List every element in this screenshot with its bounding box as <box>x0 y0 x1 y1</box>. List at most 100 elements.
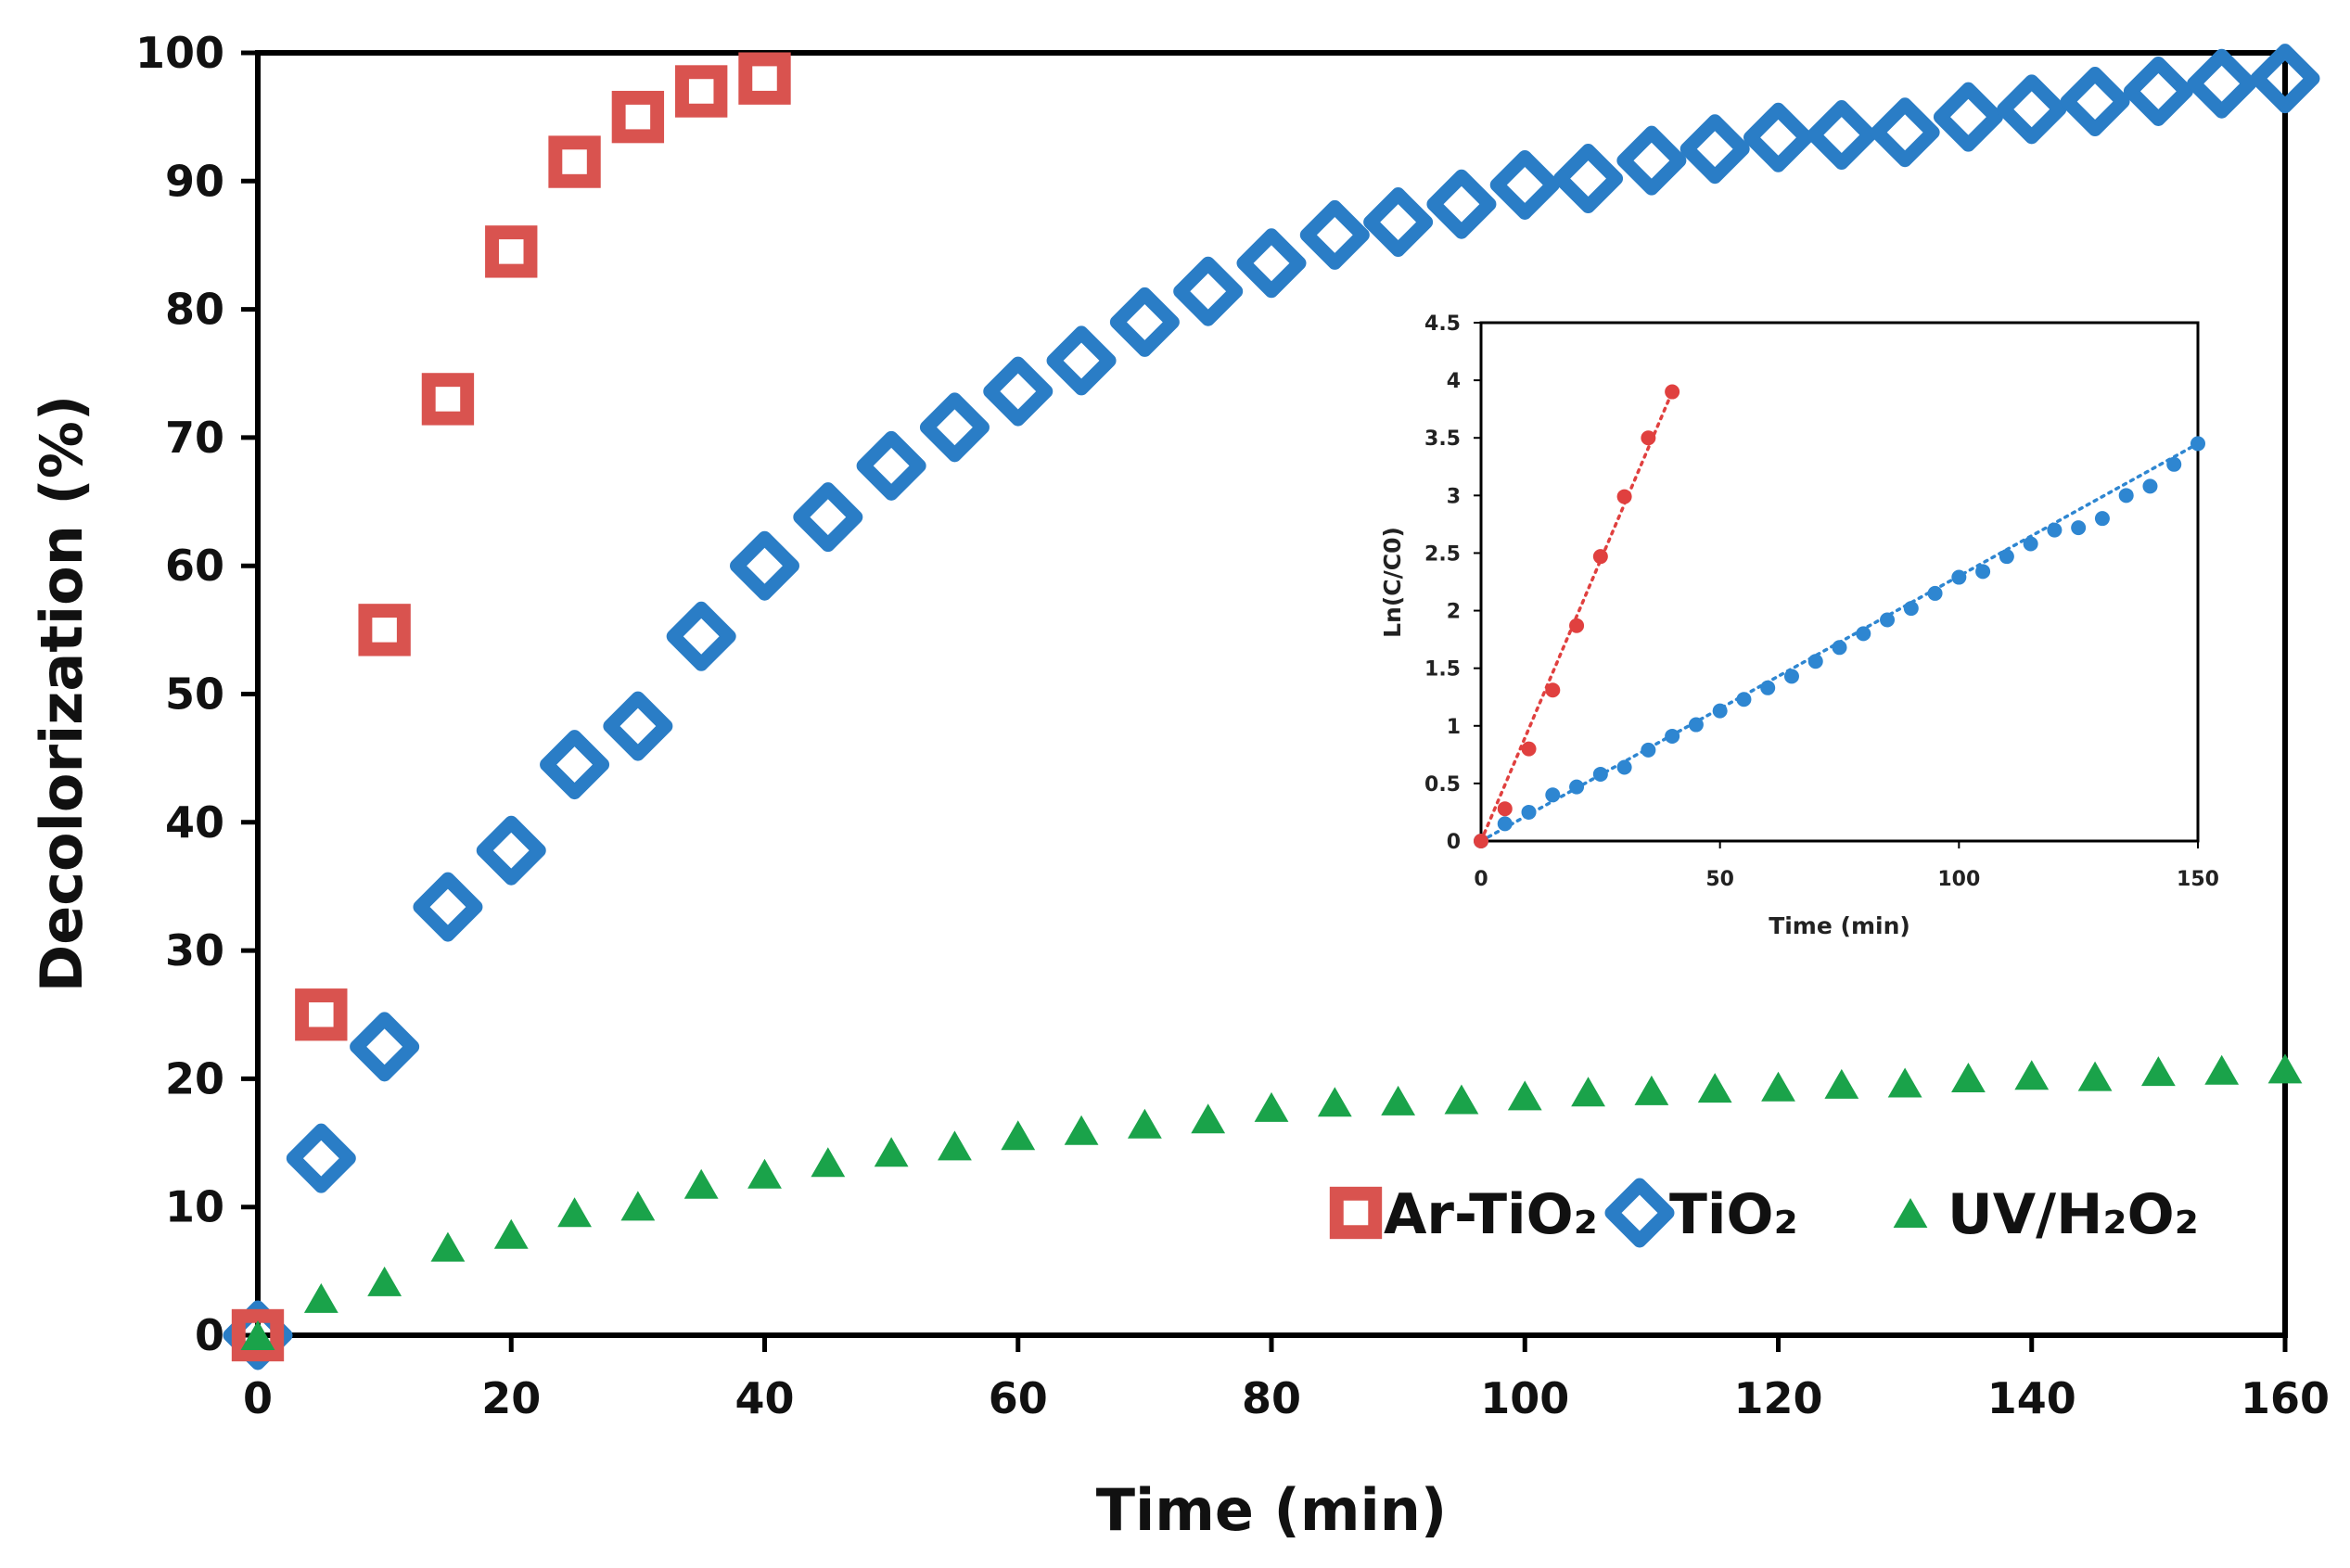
inset-x-tick-label: 50 <box>1705 868 1734 891</box>
inset-x-axis-label: Time (min) <box>1769 912 1910 939</box>
data-point-square <box>738 52 791 105</box>
data-point-triangle <box>1444 1084 1479 1115</box>
inset-series <box>1474 436 2205 848</box>
inset-data-point <box>1569 618 1585 633</box>
y-tick-label: 100 <box>135 28 224 78</box>
x-tick-label: 140 <box>1987 1373 2076 1423</box>
inset-data-point <box>1545 682 1561 698</box>
data-point-diamond <box>1870 97 1940 168</box>
inset-y-tick-label: 4.5 <box>1424 312 1461 336</box>
inset-data-point <box>1975 564 1991 580</box>
data-point-diamond <box>2123 56 2193 126</box>
data-point-triangle <box>240 1320 275 1350</box>
data-point-triangle <box>1887 1067 1922 1098</box>
inset-y-tick-label: 0 <box>1447 831 1461 854</box>
inset-data-point <box>1474 834 1488 848</box>
inset-data-point <box>1712 703 1728 719</box>
inset-y-tick-label: 1.5 <box>1424 658 1461 682</box>
inset-data-point <box>1616 759 1632 775</box>
data-point-triangle <box>493 1218 529 1249</box>
inset-data-point <box>1665 384 1680 400</box>
inset-data-point <box>1783 669 1799 684</box>
data-point-triangle <box>1634 1075 1669 1105</box>
x-tick-label: 40 <box>734 1373 794 1423</box>
data-point-triangle <box>1381 1085 1416 1115</box>
inset-y-tick-label: 2.5 <box>1424 542 1461 566</box>
data-point-square <box>611 90 665 144</box>
data-point-triangle <box>430 1231 466 1262</box>
data-point-triangle <box>1507 1080 1542 1111</box>
data-point-triangle <box>2014 1060 2050 1090</box>
data-point-diamond <box>2250 44 2320 114</box>
inset-plot: 0 0.5 1 1.5 2 2.5 3 3.5 4 4.5 0 50 100 150 Time (min) L… <box>1379 312 2219 939</box>
data-point-triangle <box>811 1147 846 1178</box>
data-point-diamond <box>1997 74 2067 145</box>
data-point-square <box>421 373 475 426</box>
data-point-diamond <box>1299 199 1370 270</box>
x-tick-label: 100 <box>1480 1373 1569 1423</box>
inset-y-tick-label: 1 <box>1447 716 1461 739</box>
data-point-square <box>675 65 728 118</box>
data-point-square <box>358 604 411 657</box>
data-point-triangle <box>303 1282 338 1313</box>
inset-data-point <box>1497 816 1513 832</box>
inset-data-point <box>2094 511 2110 527</box>
inset-data-point <box>1807 654 1823 669</box>
inset-data-point <box>1592 766 1608 782</box>
inset-data-point <box>1521 804 1537 820</box>
legend-label: Ar-TiO₂ <box>1384 1182 1598 1247</box>
data-point-square <box>548 135 601 188</box>
data-point-triangle <box>938 1130 972 1161</box>
inset-data-point <box>2166 456 2182 472</box>
inset-data-point <box>1903 601 1919 617</box>
data-point-diamond <box>1046 325 1117 396</box>
inset-x-tick-label: 150 <box>2177 868 2219 891</box>
y-tick-label: 40 <box>165 797 224 848</box>
data-point-diamond <box>1173 256 1244 326</box>
y-tick-label: 0 <box>195 1310 224 1360</box>
inset-data-point <box>1521 741 1537 757</box>
inset-y-axis-label: Ln(C/C0) <box>1379 527 1406 638</box>
data-point-diamond <box>1489 149 1560 220</box>
inset-series <box>1474 384 1680 848</box>
inset-data-point <box>1760 680 1776 695</box>
x-tick-label: 120 <box>1733 1373 1822 1423</box>
y-tick-label: 10 <box>165 1182 224 1232</box>
legend-label: UV/H₂O₂ <box>1948 1182 2199 1247</box>
y-tick-label: 30 <box>165 925 224 975</box>
inset-x-tick-label: 0 <box>1474 868 1488 891</box>
inset-data-point <box>1569 779 1585 795</box>
inset-data-point <box>1927 585 1943 601</box>
inset-data-point <box>1592 549 1608 565</box>
data-point-diamond <box>1679 114 1750 185</box>
inset-x-tick-label: 100 <box>1937 868 1980 891</box>
legend-marker-triangle <box>1893 1198 1928 1228</box>
data-point-triangle <box>1824 1068 1859 1099</box>
data-point-triangle <box>1191 1103 1226 1134</box>
legend-label: TiO₂ <box>1669 1182 1798 1247</box>
legend-marker-diamond <box>1604 1178 1675 1248</box>
y-tick-label: 80 <box>165 285 224 335</box>
y-tick-label: 90 <box>165 156 224 206</box>
data-point-diamond <box>1236 228 1307 299</box>
data-point-triangle <box>1951 1063 1986 1093</box>
inset-frame <box>1479 321 2200 843</box>
inset-data-point <box>2023 536 2038 552</box>
inset-data-point <box>1641 430 1656 446</box>
inset-data-point <box>1736 692 1752 708</box>
x-axis-label: Time (min) <box>1096 1476 1447 1544</box>
y-tick-label: 20 <box>165 1053 224 1103</box>
data-point-triangle <box>1254 1091 1289 1122</box>
data-point-triangle <box>1317 1087 1352 1117</box>
data-point-triangle <box>1127 1108 1162 1139</box>
data-point-diamond <box>730 530 799 601</box>
data-point-triangle <box>2204 1054 2240 1085</box>
data-point-triangle <box>747 1158 782 1189</box>
data-point-triangle <box>1001 1120 1036 1151</box>
x-tick-label: 160 <box>2241 1373 2330 1423</box>
inset-data-point <box>2071 520 2087 536</box>
inset-data-point <box>1688 717 1704 733</box>
y-tick-label: 60 <box>165 541 224 591</box>
